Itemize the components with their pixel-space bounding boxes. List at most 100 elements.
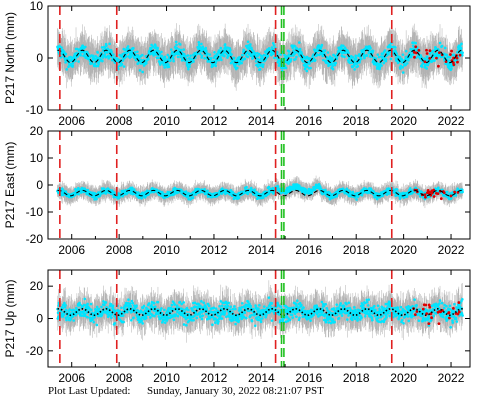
data-point [249,43,252,46]
data-point [365,54,369,57]
data-point [341,54,344,58]
data-point [197,43,201,47]
data-point [262,63,265,66]
data-point [456,50,459,54]
data-point [188,65,191,68]
data-point [120,62,124,66]
outlier-points [412,45,462,68]
data-point [194,193,198,196]
data-point [306,65,309,68]
data-point [257,52,261,56]
data-point [116,67,120,71]
data-point [183,52,186,56]
data-point [198,52,202,56]
data-point [333,63,337,67]
data-point [209,57,213,60]
data-point [214,61,218,65]
plot-area [56,131,464,239]
data-point [163,66,166,69]
data-point [228,51,232,54]
data-point [223,43,227,46]
data-point [401,53,405,56]
data-point [272,44,276,47]
data-point [362,50,366,54]
data-point [257,62,261,66]
data-point [461,51,464,55]
data-point [438,41,442,45]
data-point [132,46,135,50]
data-point [184,190,188,193]
data-point [446,55,450,59]
data-point [191,196,195,200]
data-point [111,55,114,59]
data-point [271,47,274,51]
data-point [167,63,170,66]
data-point [287,62,290,65]
data-point [232,59,235,62]
data-point [154,53,158,56]
data-point [141,53,144,57]
data-point [320,43,324,47]
data-point [180,59,184,62]
data-point [401,71,405,74]
data-point [328,55,332,58]
data-point [335,57,339,60]
data-point [172,57,175,61]
y-axis-label: P217 North (mm) [3,12,17,104]
data-point [90,61,94,65]
outlier-point [455,56,459,60]
data-point [122,65,126,68]
x-tick-label: 2008 [106,114,133,128]
data-point [369,46,372,50]
data-point [399,67,402,70]
data-point [246,192,250,196]
data-point [237,196,241,200]
data-point [232,56,236,60]
data-point [305,69,309,73]
data-point [96,64,100,68]
data-point [103,53,106,57]
data-point [203,56,206,60]
data-point [136,50,139,54]
data-point [163,55,167,59]
data-point [425,67,428,70]
data-point [322,58,325,62]
outlier-point [413,55,416,59]
data-point [389,57,393,61]
data-point [112,53,115,56]
data-point [399,64,403,68]
data-point [266,54,270,58]
data-point [77,60,80,63]
data-point [125,55,128,58]
data-point [256,54,259,58]
data-point [253,52,257,56]
data-point [213,50,216,54]
y-tick-label: -10 [26,103,44,117]
outlier-point [423,60,427,64]
data-point [394,50,398,53]
y-tick-label: 10 [30,0,44,13]
data-point [433,59,436,62]
data-point [231,190,234,194]
data-point [250,46,253,50]
data-point [426,63,430,67]
data-point [297,41,301,44]
data-point [126,191,130,194]
outlier-point [414,51,418,55]
data-point [167,65,171,69]
data-point [61,48,64,52]
data-point [93,62,97,65]
data-point [388,50,392,54]
data-point [225,52,229,56]
data-point [182,48,186,51]
data-point [220,58,223,62]
data-point [81,44,84,47]
data-point [443,46,447,50]
data-point [200,54,204,57]
data-point [189,54,192,57]
data-point [459,46,463,50]
data-point [287,50,291,53]
outlier-point [438,51,441,55]
data-point [341,44,345,48]
